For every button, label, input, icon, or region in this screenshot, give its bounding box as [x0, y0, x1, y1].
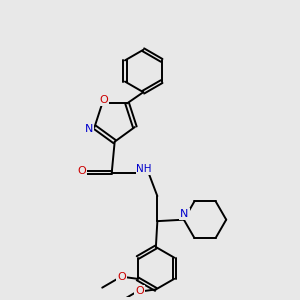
Text: O: O: [77, 166, 86, 176]
Text: N: N: [85, 124, 93, 134]
Text: N: N: [180, 209, 189, 219]
Text: O: O: [117, 272, 126, 282]
Text: O: O: [135, 286, 144, 296]
Text: O: O: [99, 95, 108, 105]
Text: NH: NH: [136, 164, 152, 174]
